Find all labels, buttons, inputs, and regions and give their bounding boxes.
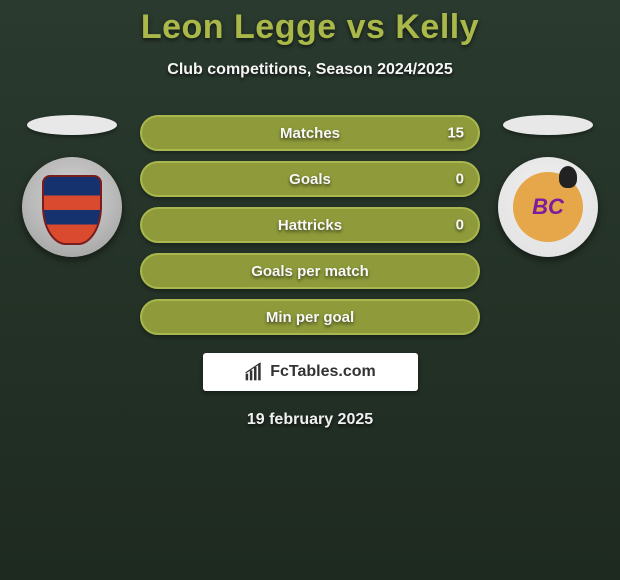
left-side (22, 115, 122, 257)
stat-label: Min per goal (266, 309, 354, 326)
left-oval-decor (27, 115, 117, 135)
stat-bar-goals-per-match: Goals per match (140, 253, 480, 289)
stat-bar-min-per-goal: Min per goal (140, 299, 480, 335)
right-club-badge: BC (498, 157, 598, 257)
stat-right-value: 0 (456, 171, 464, 188)
stat-right-value: 15 (447, 125, 464, 142)
main-row: Matches 15 Goals 0 Hattricks 0 Goals per… (0, 115, 620, 335)
stat-right-value: 0 (456, 217, 464, 234)
page-title: Leon Legge vs Kelly (0, 8, 620, 47)
date-label: 19 february 2025 (0, 411, 620, 429)
subtitle: Club competitions, Season 2024/2025 (0, 61, 620, 79)
stats-column: Matches 15 Goals 0 Hattricks 0 Goals per… (140, 115, 480, 335)
stat-bar-hattricks: Hattricks 0 (140, 207, 480, 243)
stat-label: Goals per match (251, 263, 369, 280)
stat-bar-matches: Matches 15 (140, 115, 480, 151)
stat-bar-goals: Goals 0 (140, 161, 480, 197)
right-badge-text: BC (513, 172, 583, 242)
bar-chart-icon (244, 362, 264, 382)
footer-brand[interactable]: FcTables.com (203, 353, 418, 391)
stat-label: Hattricks (278, 217, 342, 234)
comparison-card: Leon Legge vs Kelly Club competitions, S… (0, 0, 620, 429)
left-shield-icon (42, 175, 102, 245)
left-club-badge (22, 157, 122, 257)
stat-label: Matches (280, 125, 340, 142)
right-side: BC (498, 115, 598, 257)
right-oval-decor (503, 115, 593, 135)
stat-label: Goals (289, 171, 331, 188)
footer-brand-text: FcTables.com (270, 363, 376, 381)
